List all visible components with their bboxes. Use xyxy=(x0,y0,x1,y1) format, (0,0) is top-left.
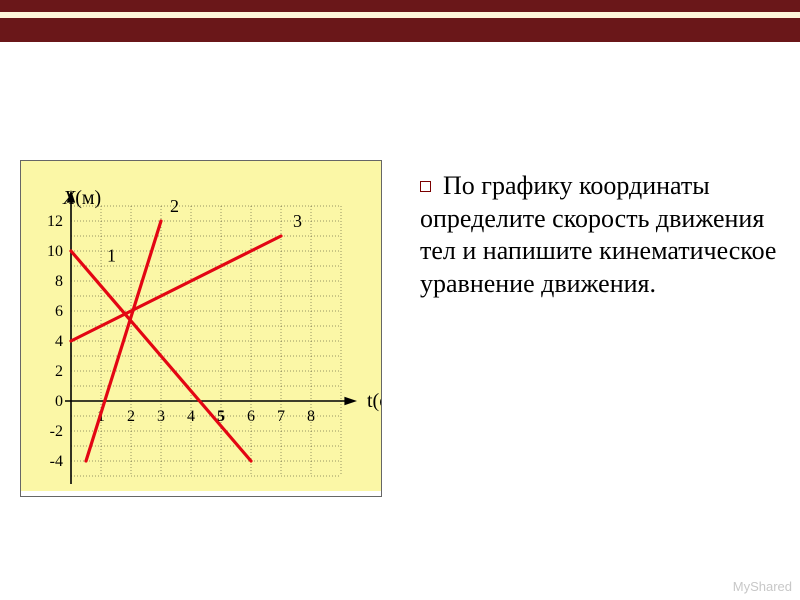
svg-text:4: 4 xyxy=(55,333,63,350)
task-text-body: По графику координаты определите скорост… xyxy=(420,171,776,298)
chart-svg: -4-202468101212345678Х(м)t(c)123 xyxy=(21,161,381,491)
svg-text:2: 2 xyxy=(170,196,179,216)
svg-text:Х(м): Х(м) xyxy=(62,187,101,209)
svg-text:6: 6 xyxy=(247,408,255,425)
watermark: MyShared xyxy=(733,579,792,594)
svg-text:-4: -4 xyxy=(50,453,63,470)
chart-panel: -4-202468101212345678Х(м)t(c)123 xyxy=(20,160,382,497)
svg-text:8: 8 xyxy=(55,273,63,290)
svg-text:8: 8 xyxy=(307,408,315,425)
svg-text:1: 1 xyxy=(107,246,116,266)
header-bar-top xyxy=(0,0,800,12)
svg-text:0: 0 xyxy=(55,393,63,410)
svg-text:10: 10 xyxy=(47,243,63,260)
svg-text:4: 4 xyxy=(187,408,195,425)
svg-text:3: 3 xyxy=(157,408,165,425)
svg-text:t(c): t(c) xyxy=(367,390,381,412)
svg-text:3: 3 xyxy=(293,211,302,231)
svg-text:7: 7 xyxy=(277,408,285,425)
watermark-text: MyShared xyxy=(733,579,792,594)
svg-text:2: 2 xyxy=(127,408,135,425)
task-text: По графику координаты определите скорост… xyxy=(420,170,780,300)
svg-text:-2: -2 xyxy=(50,423,63,440)
svg-text:2: 2 xyxy=(55,363,63,380)
svg-text:12: 12 xyxy=(47,213,63,230)
svg-text:6: 6 xyxy=(55,303,63,320)
content-area: -4-202468101212345678Х(м)t(c)123 По граф… xyxy=(0,160,800,600)
bullet-icon xyxy=(420,181,431,192)
header-bar-bottom xyxy=(0,18,800,42)
